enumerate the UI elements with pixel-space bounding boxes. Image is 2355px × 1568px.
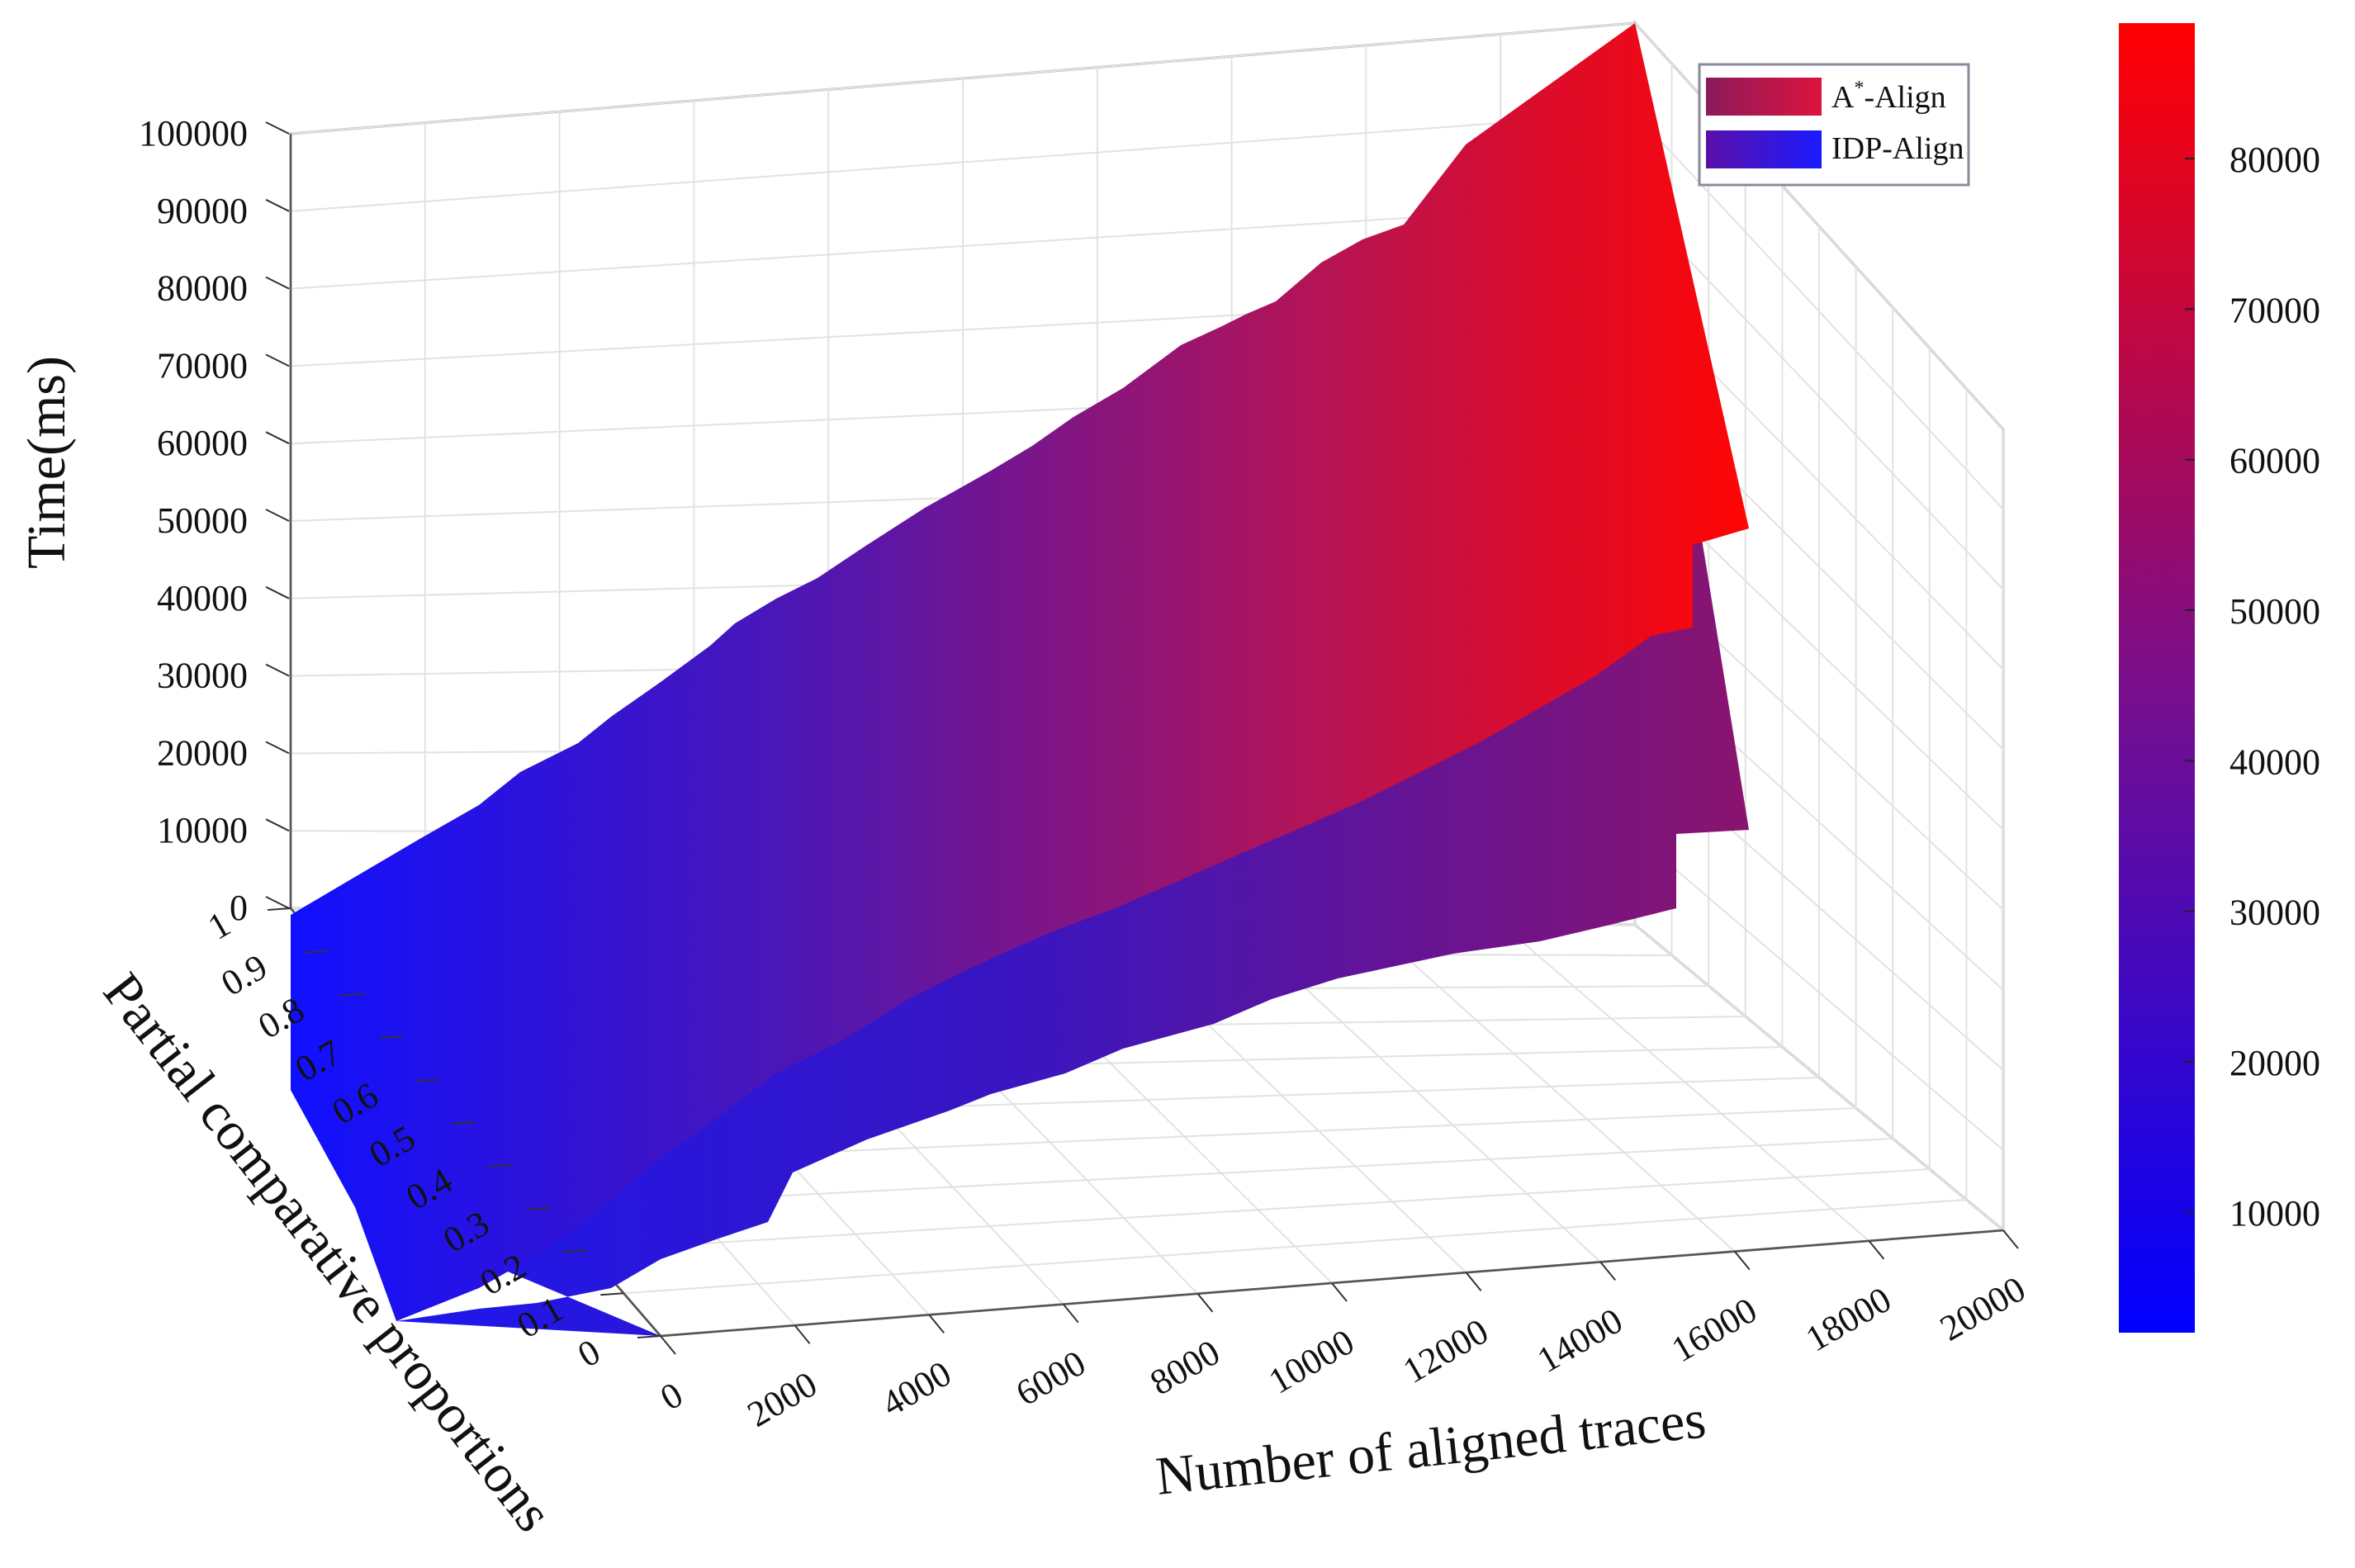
x-tick-mark — [1734, 1250, 1751, 1271]
legend-swatch-a-star — [1706, 78, 1822, 116]
x-tick-mark — [1465, 1272, 1482, 1291]
x-tick-label: 18000 — [1799, 1279, 1898, 1359]
x-tick-label: 6000 — [1009, 1343, 1092, 1414]
grid-line — [1634, 22, 2004, 430]
colorbar-tick-label: 80000 — [2229, 140, 2320, 180]
z-axis-label: Time(ms) — [17, 356, 77, 569]
y-tick-mark — [452, 1121, 476, 1125]
x-tick-label: 10000 — [1262, 1321, 1361, 1401]
x-tick-label: 14000 — [1530, 1300, 1629, 1381]
z-tick-mark — [265, 431, 290, 445]
colorbar-tick-label: 10000 — [2229, 1193, 2320, 1234]
z-tick-label: 40000 — [157, 578, 248, 618]
z-tick-mark — [265, 741, 290, 755]
z-tick-mark — [265, 663, 290, 677]
x-tick-mark — [928, 1314, 945, 1334]
x-tick-mark — [1063, 1303, 1079, 1324]
x-tick-label: 4000 — [874, 1353, 958, 1424]
x-axis-label: Number of aligned traces — [1153, 1389, 1708, 1507]
x-tick-label: 12000 — [1396, 1310, 1495, 1390]
z-tick-label: 70000 — [157, 345, 248, 386]
x-tick-label: 0 — [653, 1374, 689, 1418]
x-tick-label: 2000 — [741, 1363, 824, 1434]
a-star-align-surface — [291, 23, 1749, 1321]
colorbar-tick-label: 30000 — [2229, 893, 2320, 933]
grid-line — [1634, 202, 2004, 590]
y-tick-mark — [415, 1078, 439, 1082]
z-tick-label: 0 — [230, 888, 248, 928]
y-tick-mark — [637, 1335, 661, 1338]
z-tick-label: 30000 — [157, 656, 248, 696]
y-tick-mark — [600, 1292, 624, 1296]
z-tick-label: 50000 — [157, 500, 248, 541]
x-tick-label: 16000 — [1665, 1290, 1764, 1370]
y-tick-mark — [341, 992, 365, 997]
z-tick-mark — [265, 353, 290, 367]
x-tick-mark — [2002, 1229, 2019, 1249]
z-tick-mark — [265, 896, 290, 909]
x-tick-mark — [1868, 1240, 1885, 1260]
colorbar-tick-label: 70000 — [2229, 290, 2320, 330]
y-tick-mark — [489, 1163, 513, 1168]
z-tick-mark — [265, 585, 290, 599]
x-tick-mark — [1599, 1261, 1616, 1281]
z-tick-mark — [265, 818, 290, 832]
grid-line — [290, 112, 1636, 212]
legend: A*-Align IDP-Align — [1698, 63, 1970, 187]
x-tick-mark — [794, 1324, 811, 1344]
colorbar-tick-label: 50000 — [2229, 591, 2320, 632]
y-tick-label: 0.1 — [510, 1288, 570, 1346]
z-tick-label: 60000 — [157, 423, 248, 463]
y-tick-mark — [526, 1206, 550, 1210]
y-tick-mark — [267, 907, 291, 911]
x-tick-mark — [1196, 1293, 1214, 1313]
z-tick-mark — [265, 198, 290, 212]
colorbar-ticks: 10000 20000 30000 40000 50000 60000 70000 80000 — [2185, 140, 2320, 1234]
grid-line — [623, 1199, 1967, 1295]
y-tick-mark — [563, 1249, 587, 1253]
legend-label-idp: IDP-Align — [1831, 131, 1964, 166]
x-tick-mark — [1331, 1282, 1348, 1302]
z-tick-mark — [265, 509, 290, 522]
colorbar: 10000 20000 30000 40000 50000 60000 70000 80000 — [2119, 23, 2320, 1333]
grid-line — [290, 22, 1636, 135]
grid-line — [1634, 834, 2004, 1151]
grid-line — [1634, 112, 2004, 510]
colorbar-tick-label: 60000 — [2229, 441, 2320, 481]
colorbar-tick-label: 40000 — [2229, 741, 2320, 782]
z-tick-mark — [265, 121, 290, 135]
z-tick-label: 100000 — [139, 113, 248, 154]
y-tick-mark — [378, 1035, 402, 1040]
colorbar-gradient — [2119, 23, 2195, 1333]
z-tick-label: 20000 — [157, 732, 248, 773]
z-tick-labels: 0 10000 20000 30000 40000 50000 60000 70000 8000… — [139, 113, 290, 928]
y-tick-mark — [304, 950, 328, 954]
legend-swatch-idp — [1706, 130, 1822, 168]
z-tick-label: 10000 — [157, 810, 248, 850]
z-tick-mark — [265, 276, 290, 290]
legend-label-a-star: A*-Align — [1831, 78, 1946, 115]
colorbar-tick-label: 20000 — [2229, 1043, 2320, 1083]
y-tick-label: 0.9 — [215, 946, 274, 1004]
z-tick-label: 90000 — [157, 191, 248, 231]
x-tick-label: 8000 — [1144, 1332, 1227, 1403]
surfaces — [291, 23, 1749, 1336]
x-tick-label: 20000 — [1933, 1268, 2032, 1348]
grid-line — [586, 1168, 1930, 1252]
y-tick-label: 0 — [571, 1331, 607, 1375]
z-tick-label: 80000 — [157, 268, 248, 309]
x-tick-mark — [660, 1335, 676, 1355]
